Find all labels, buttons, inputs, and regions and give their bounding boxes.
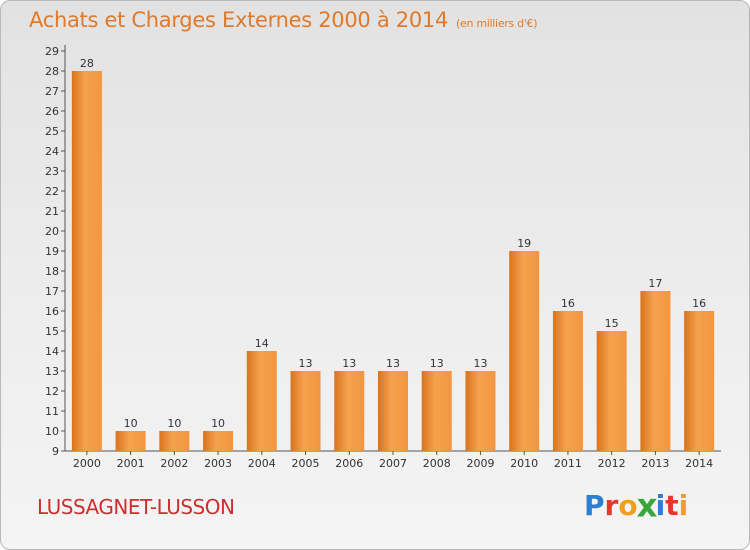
y-tick-label: 16	[45, 305, 59, 318]
bar	[246, 351, 277, 451]
logo-letter: P	[584, 489, 605, 522]
x-tick-label: 2011	[554, 457, 582, 470]
x-tick-label: 2007	[379, 457, 407, 470]
x-tick-label: 2002	[160, 457, 188, 470]
bar-value-label: 10	[167, 417, 181, 430]
x-tick-label: 2008	[423, 457, 451, 470]
x-tick-label: 2005	[292, 457, 320, 470]
bar	[509, 251, 540, 451]
bar	[421, 371, 452, 451]
y-tick-label: 18	[45, 265, 59, 278]
y-tick-label: 27	[45, 85, 59, 98]
bar	[596, 331, 627, 451]
y-tick-label: 25	[45, 125, 59, 138]
bar	[71, 71, 102, 451]
y-tick-label: 17	[45, 285, 59, 298]
bar	[640, 291, 671, 451]
y-tick-label: 28	[45, 65, 59, 78]
x-tick-label: 2014	[685, 457, 713, 470]
bar	[465, 371, 496, 451]
x-tick-label: 2010	[510, 457, 538, 470]
bar-value-label: 16	[561, 297, 575, 310]
logo-letter: t	[665, 489, 679, 522]
y-tick-label: 23	[45, 165, 59, 178]
x-tick-label: 2009	[466, 457, 494, 470]
logo-letter: x	[636, 486, 658, 525]
bar-value-label: 13	[473, 357, 487, 370]
bar-value-label: 10	[211, 417, 225, 430]
bar-value-label: 13	[342, 357, 356, 370]
bar-value-label: 19	[517, 237, 531, 250]
chart-subtitle: (en milliers d'€)	[456, 17, 538, 30]
bar	[552, 311, 583, 451]
y-tick-label: 9	[52, 445, 59, 458]
x-tick-label: 2006	[335, 457, 363, 470]
y-tick-label: 20	[45, 225, 59, 238]
x-tick-label: 2003	[204, 457, 232, 470]
y-tick-label: 19	[45, 245, 59, 258]
x-tick-label: 2013	[641, 457, 669, 470]
x-tick-label: 2004	[248, 457, 276, 470]
bar-value-label: 14	[255, 337, 269, 350]
x-tick-label: 2001	[117, 457, 145, 470]
bar-value-label: 13	[299, 357, 313, 370]
y-tick-label: 21	[45, 205, 59, 218]
y-tick-label: 10	[45, 425, 59, 438]
y-tick-label: 12	[45, 385, 59, 398]
x-tick-label: 2000	[73, 457, 101, 470]
y-tick-label: 24	[45, 145, 59, 158]
x-tick-label: 2012	[598, 457, 626, 470]
bar	[290, 371, 321, 451]
proxiti-logo: Proxiti	[584, 486, 689, 525]
town-name: LUSSAGNET-LUSSON	[37, 495, 235, 519]
bar	[159, 431, 190, 451]
bar-value-label: 17	[648, 277, 662, 290]
bar	[334, 371, 365, 451]
logo-letter: i	[655, 489, 666, 522]
bar-value-label: 13	[430, 357, 444, 370]
bar	[378, 371, 408, 451]
y-tick-label: 11	[45, 405, 59, 418]
chart-title: Achats et Charges Externes 2000 à 2014 (e…	[29, 8, 538, 32]
bar	[684, 311, 715, 451]
bar-value-label: 15	[605, 317, 619, 330]
logo-letter: r	[604, 489, 619, 522]
bar-value-label: 16	[692, 297, 706, 310]
bar	[203, 431, 234, 451]
bar-value-label: 13	[386, 357, 400, 370]
logo-letter: o	[618, 489, 638, 522]
y-tick-label: 15	[45, 325, 59, 338]
bar	[115, 431, 146, 451]
y-tick-label: 29	[45, 45, 59, 58]
logo-letter: i	[678, 489, 689, 522]
bar-value-label: 10	[124, 417, 138, 430]
y-tick-label: 13	[45, 365, 59, 378]
bar-value-label: 28	[80, 57, 94, 70]
y-tick-label: 26	[45, 105, 59, 118]
chart-title-text: Achats et Charges Externes 2000 à 2014	[29, 8, 449, 32]
y-tick-label: 22	[45, 185, 59, 198]
y-tick-label: 14	[45, 345, 59, 358]
